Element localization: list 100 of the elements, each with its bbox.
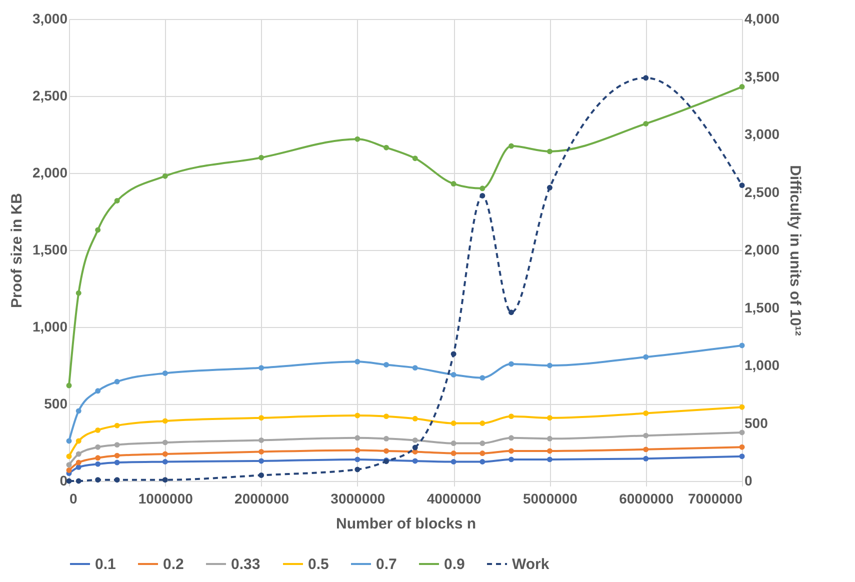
point xyxy=(643,75,649,81)
legend-label: 0.7 xyxy=(376,556,397,573)
point xyxy=(258,449,264,454)
point xyxy=(643,410,649,416)
point xyxy=(384,144,390,150)
point xyxy=(95,388,101,394)
y2-axis-title: Difficulty in units of 10¹² xyxy=(786,165,804,336)
x-tick-label: 7000000 xyxy=(688,490,743,506)
point xyxy=(95,477,101,483)
point xyxy=(450,372,456,378)
point xyxy=(354,435,360,441)
point xyxy=(95,227,101,233)
point xyxy=(162,173,168,179)
point xyxy=(643,456,649,462)
point xyxy=(412,156,418,162)
point xyxy=(258,365,264,371)
point xyxy=(546,456,552,462)
point xyxy=(258,458,264,464)
point xyxy=(546,436,552,442)
y2-tick-label: 500 xyxy=(744,414,768,431)
point xyxy=(258,154,264,160)
point xyxy=(412,458,418,464)
y2-tick-label: 2,500 xyxy=(744,184,780,200)
legend-label: Work xyxy=(512,556,550,573)
point xyxy=(546,362,552,368)
point xyxy=(114,460,120,466)
point xyxy=(480,192,486,198)
legend-label: 0.33 xyxy=(231,556,260,573)
point xyxy=(739,182,745,188)
point xyxy=(114,378,120,384)
point xyxy=(739,84,745,90)
y-tick-label: 1,500 xyxy=(32,242,68,258)
y2-tick-label: 4,000 xyxy=(744,10,780,26)
point xyxy=(546,415,552,421)
y2-tick-label: 0 xyxy=(744,472,752,488)
point xyxy=(450,181,456,187)
point xyxy=(162,440,168,446)
y-tick-label: 3,000 xyxy=(32,10,68,26)
x-axis-title: Number of blocks n xyxy=(336,516,476,532)
point xyxy=(258,472,264,478)
point xyxy=(384,362,390,368)
point xyxy=(66,438,72,444)
point xyxy=(114,422,120,428)
y-tick-label: 1,000 xyxy=(32,318,68,334)
point xyxy=(412,437,418,443)
point xyxy=(508,435,514,441)
x-tick-label: 5000000 xyxy=(522,490,578,506)
y-axis-title: Proof size in KB xyxy=(8,192,26,308)
legend-label: 0.5 xyxy=(308,556,329,573)
point xyxy=(354,447,360,453)
point xyxy=(739,444,745,450)
point xyxy=(739,454,745,460)
x-tick-label: 6000000 xyxy=(619,490,674,506)
point xyxy=(162,459,168,464)
x-tick-label: 4000000 xyxy=(426,490,482,506)
point xyxy=(546,448,552,454)
y-tick-label: 0 xyxy=(60,472,68,488)
x-tick-label: 2000000 xyxy=(234,490,290,506)
y2-tick-label: 3,500 xyxy=(744,68,780,84)
point xyxy=(76,460,82,466)
point xyxy=(95,427,101,433)
y2-tick-label: 1,500 xyxy=(744,299,780,316)
y2-tick-label: 3,000 xyxy=(744,126,780,142)
point xyxy=(162,418,168,424)
point xyxy=(480,420,486,426)
point xyxy=(450,440,456,446)
legend-label: 0.9 xyxy=(444,556,465,573)
point xyxy=(450,450,456,456)
point xyxy=(384,414,390,420)
point xyxy=(76,438,82,444)
legend-label: 0.1 xyxy=(95,556,116,573)
point xyxy=(114,198,120,204)
point xyxy=(643,354,649,360)
point xyxy=(412,416,418,422)
point xyxy=(66,382,72,388)
point xyxy=(354,136,360,142)
point xyxy=(480,440,486,446)
point xyxy=(76,290,82,296)
x-tick-label: 3000000 xyxy=(330,490,386,506)
point xyxy=(508,414,514,420)
point xyxy=(66,467,72,473)
y2-tick-label: 2,000 xyxy=(744,242,780,258)
point xyxy=(508,456,514,462)
point xyxy=(546,184,552,190)
point xyxy=(412,365,418,371)
point xyxy=(508,310,514,316)
point xyxy=(162,477,168,483)
point xyxy=(450,420,456,426)
point xyxy=(546,148,552,154)
x-tick-label: 1000000 xyxy=(138,490,194,506)
y-tick-label: 500 xyxy=(44,396,68,412)
point xyxy=(643,120,649,126)
point xyxy=(114,452,120,458)
point xyxy=(76,408,82,414)
point xyxy=(643,432,649,438)
point xyxy=(95,444,101,450)
point xyxy=(162,451,168,457)
point xyxy=(412,444,418,450)
point xyxy=(354,358,360,364)
point xyxy=(114,477,120,483)
